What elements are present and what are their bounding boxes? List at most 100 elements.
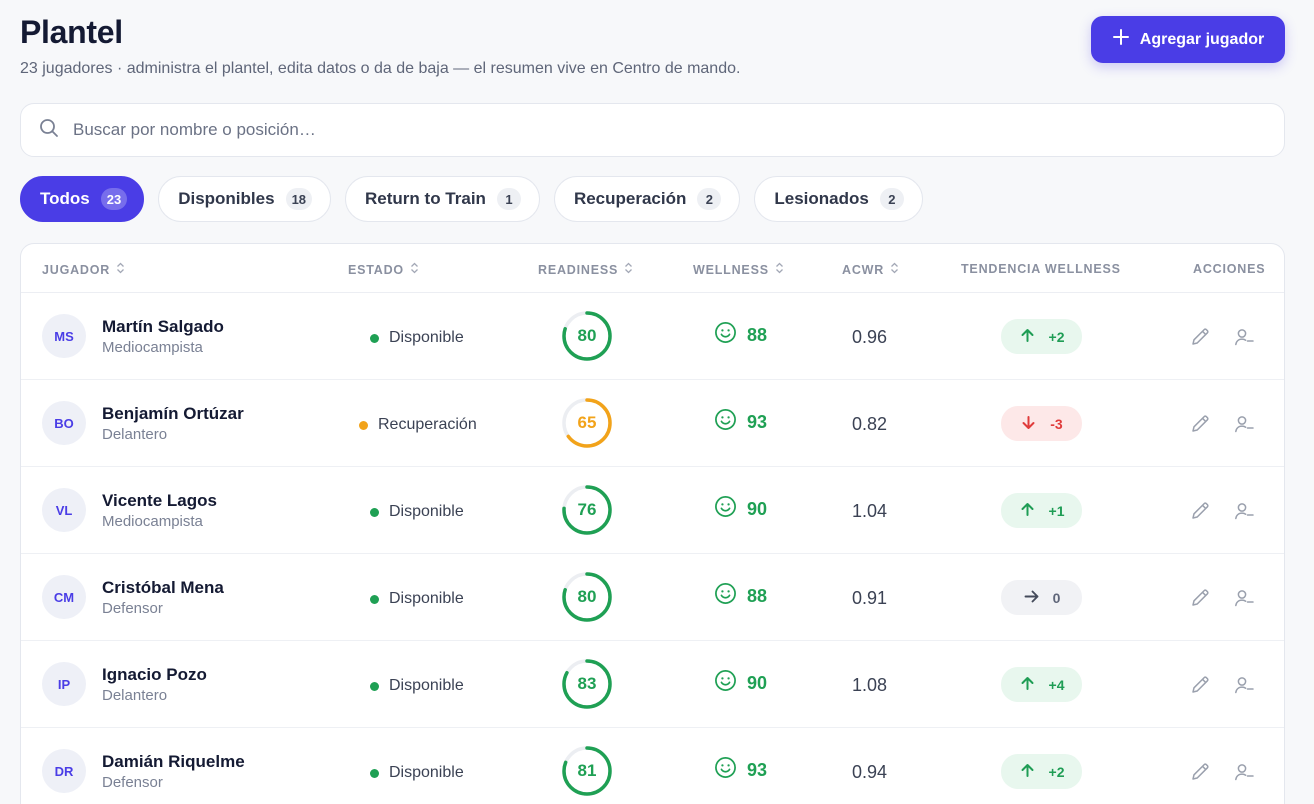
filter-tab-count: 2	[697, 188, 722, 210]
player-name[interactable]: Ignacio Pozo	[102, 665, 207, 684]
pencil-icon[interactable]	[1189, 674, 1211, 696]
wellness-score: 90	[714, 495, 767, 523]
table-row[interactable]: CM Cristóbal Mena Defensor Disponible 80 88 0.…	[21, 554, 1284, 641]
user-minus-icon[interactable]	[1233, 674, 1255, 696]
status-label: Disponible	[389, 677, 464, 694]
table-row[interactable]: IP Ignacio Pozo Delantero Disponible 83 90 1.0…	[21, 641, 1284, 728]
pencil-icon[interactable]	[1189, 326, 1211, 348]
filter-tab-disponibles[interactable]: Disponibles 18	[158, 176, 332, 222]
status-badge: Recuperación	[359, 416, 477, 434]
user-minus-icon[interactable]	[1233, 413, 1255, 435]
column-header-readiness[interactable]: READINESS	[538, 262, 633, 277]
filter-tab-lesionados[interactable]: Lesionados 2	[754, 176, 923, 222]
status-badge: Disponible	[370, 329, 464, 347]
readiness-gauge: 80	[561, 571, 613, 623]
readiness-gauge: 83	[561, 658, 613, 710]
pencil-icon[interactable]	[1189, 500, 1211, 522]
wellness-score: 88	[714, 321, 767, 349]
readiness-value: 80	[577, 587, 597, 606]
sort-icon	[116, 262, 125, 277]
status-dot	[370, 507, 379, 517]
readiness-gauge-fill	[562, 485, 612, 535]
player-position: Mediocampista	[102, 339, 203, 356]
column-header-acwr[interactable]: ACWR	[842, 262, 899, 277]
user-minus-icon[interactable]	[1233, 326, 1255, 348]
wellness-score: 93	[714, 408, 767, 436]
status-dot	[370, 594, 379, 604]
pencil-icon[interactable]	[1189, 761, 1211, 783]
smile-icon	[714, 495, 737, 523]
page-subtitle: 23 jugadores · administra el plantel, ed…	[20, 60, 741, 77]
filter-tab-todos[interactable]: Todos 23	[20, 176, 145, 222]
filter-tab-count: 23	[100, 188, 128, 210]
filter-tab-label: Lesionados	[774, 189, 869, 208]
user-minus-icon[interactable]	[1233, 500, 1255, 522]
filter-tab-return-to-train[interactable]: Return to Train 1	[345, 176, 540, 222]
acwr-value: 0.96	[852, 327, 888, 347]
table-row[interactable]: VL Vicente Lagos Mediocampista Disponible 76…	[21, 467, 1284, 554]
column-header-actions: ACCIONES	[1193, 262, 1265, 276]
search-icon	[39, 118, 73, 143]
wellness-value: 90	[747, 672, 768, 693]
trend-value: -3	[1050, 415, 1063, 432]
wellness-trend-badge: 0	[1001, 580, 1082, 615]
arrow-right-icon	[1023, 588, 1040, 608]
column-label: ACWR	[842, 262, 885, 277]
players-table: JUGADOR ESTADO READINESS WELLNESS ACWR T…	[20, 243, 1285, 804]
avatar: DR	[42, 749, 86, 793]
arrow-up-icon	[1019, 762, 1036, 782]
acwr-value: 1.04	[852, 501, 888, 521]
filter-tab-count: 18	[285, 188, 313, 210]
wellness-score: 88	[714, 582, 767, 610]
trend-value: 0	[1052, 589, 1061, 606]
column-header-wellness[interactable]: WELLNESS	[693, 262, 784, 277]
avatar: VL	[42, 488, 86, 532]
page-title: Plantel	[20, 14, 123, 50]
user-minus-icon[interactable]	[1233, 587, 1255, 609]
player-name[interactable]: Benjamín Ortúzar	[102, 404, 244, 423]
status-dot	[370, 333, 379, 343]
avatar: IP	[42, 662, 86, 706]
column-label: ESTADO	[348, 262, 404, 277]
arrow-up-icon	[1019, 675, 1036, 695]
status-label: Disponible	[389, 764, 464, 781]
smile-icon	[714, 756, 737, 784]
status-label: Disponible	[389, 503, 464, 520]
player-name[interactable]: Vicente Lagos	[102, 491, 217, 510]
pencil-icon[interactable]	[1189, 413, 1211, 435]
table-row[interactable]: DR Damián Riquelme Defensor Disponible 81 93 0…	[21, 728, 1284, 804]
pencil-icon[interactable]	[1189, 587, 1211, 609]
add-player-button[interactable]: Agregar jugador	[1091, 16, 1285, 63]
smile-icon	[714, 582, 737, 610]
smile-icon	[714, 408, 737, 436]
column-header-status[interactable]: ESTADO	[348, 262, 419, 277]
sort-icon	[890, 262, 899, 277]
filter-tab-recuperación[interactable]: Recuperación 2	[553, 176, 741, 222]
readiness-gauge-fill	[562, 659, 612, 709]
player-name[interactable]: Damián Riquelme	[102, 752, 245, 771]
wellness-value: 93	[747, 411, 768, 432]
readiness-gauge-fill	[562, 398, 612, 448]
column-label: ACCIONES	[1193, 262, 1266, 276]
wellness-trend-badge: +1	[1001, 493, 1082, 528]
sort-icon	[624, 262, 633, 277]
wellness-value: 93	[747, 759, 768, 780]
trend-value: +1	[1048, 502, 1065, 519]
player-name[interactable]: Cristóbal Mena	[102, 578, 224, 597]
user-minus-icon[interactable]	[1233, 761, 1255, 783]
column-label: TENDENCIA WELLNESS	[961, 262, 1121, 276]
column-header-player[interactable]: JUGADOR	[42, 262, 125, 277]
readiness-gauge: 81	[561, 745, 613, 797]
column-label: WELLNESS	[693, 262, 769, 277]
search-input[interactable]	[73, 120, 1173, 140]
player-position: Delantero	[102, 426, 168, 443]
player-name[interactable]: Martín Salgado	[102, 317, 224, 336]
acwr-value: 0.82	[852, 414, 888, 434]
readiness-value: 83	[577, 674, 597, 693]
acwr-value: 1.08	[852, 675, 888, 695]
readiness-value: 81	[577, 761, 597, 780]
table-row[interactable]: MS Martín Salgado Mediocampista Disponible 8…	[21, 293, 1284, 380]
table-row[interactable]: BO Benjamín Ortúzar Delantero Recuperación 6…	[21, 380, 1284, 467]
status-label: Disponible	[389, 590, 464, 607]
